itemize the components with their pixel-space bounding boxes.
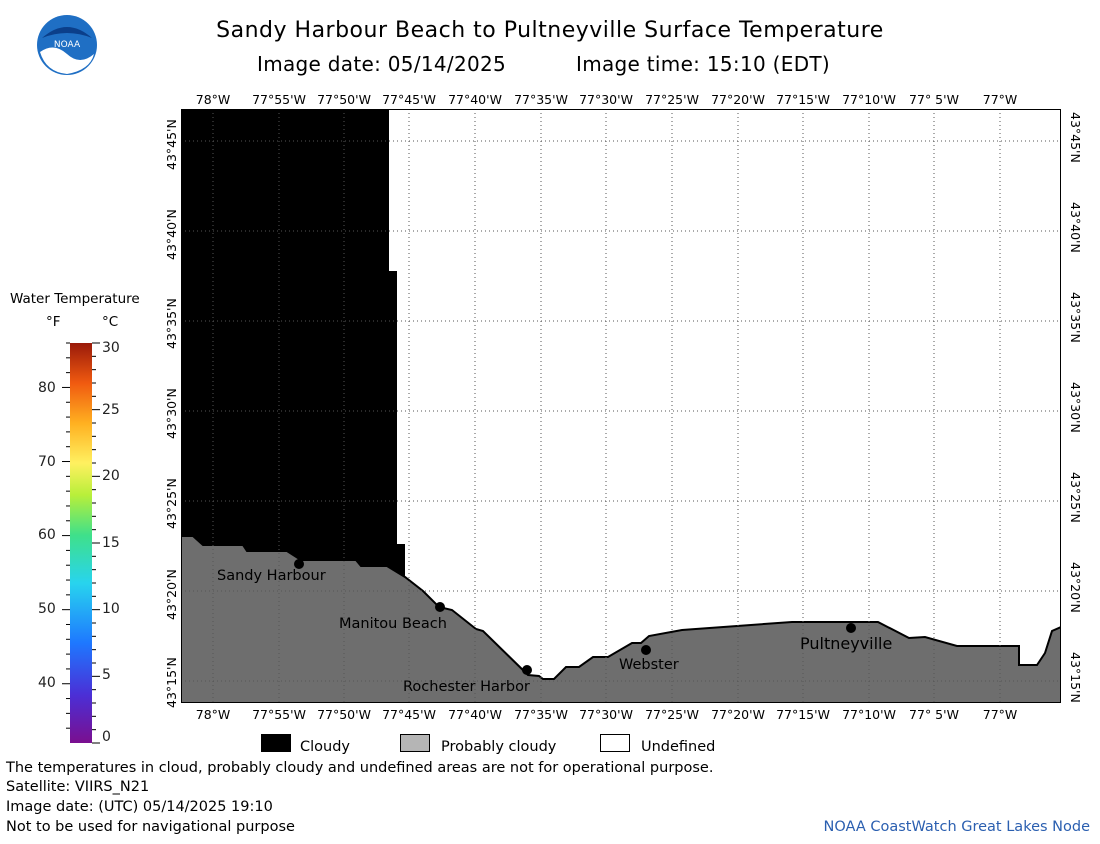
lat-label: 43°30'N [164,388,179,439]
place-manitou-beach: Manitou Beach [339,616,447,632]
lat-label: 43°45'N [1068,112,1083,163]
lat-label: 43°15'N [1068,652,1083,703]
lon-label: 77°45'W [382,707,436,722]
lon-label: 77°35'W [514,707,568,722]
page-title: Sandy Harbour Beach to Pultneyville Surf… [216,18,884,43]
lon-label: 77° 5'W [909,707,959,722]
lon-label: 77°50'W [317,707,371,722]
unit-celsius: °C [102,314,119,330]
lon-label: 77°15'W [776,707,830,722]
lon-label: 77°20'W [711,707,765,722]
lon-label: 77°40'W [448,707,502,722]
lat-label: 43°20'N [1068,562,1083,613]
lat-label: 43°40'N [164,209,179,260]
lat-label: 43°25'N [1068,472,1083,523]
city-marker [435,602,445,612]
temperature-map [181,109,1061,703]
c-tick: 15 [102,535,120,551]
lon-label: 77°40'W [448,92,502,107]
lon-label: 77°35'W [514,92,568,107]
probably-cloudy-swatch [400,734,430,752]
c-tick: 25 [102,402,120,418]
c-tick: 30 [102,340,120,356]
disclaimer-text: The temperatures in cloud, probably clou… [6,760,714,776]
lon-label: 77°30'W [579,707,633,722]
undefined-swatch [600,734,630,752]
probably-cloudy-label: Probably cloudy [441,739,557,755]
c-tick: 5 [102,667,111,683]
lat-label: 43°20'N [164,569,179,620]
legend-title: Water Temperature [10,291,140,307]
land-area [181,536,1061,703]
cloud-area [181,109,405,577]
city-marker [522,665,532,675]
undefined-label: Undefined [641,739,716,755]
lon-label: 77°10'W [842,92,896,107]
f-tick: 40 [38,675,56,691]
lon-label: 78°W [195,92,231,107]
noaa-logo: NOAA [37,15,97,75]
credit-link[interactable]: NOAA CoastWatch Great Lakes Node [823,819,1090,835]
place-rochester-harbor: Rochester Harbor [403,679,530,695]
lon-label: 77°30'W [579,92,633,107]
cloudy-label: Cloudy [300,739,350,755]
lon-label: 77°25'W [645,92,699,107]
utc-date-text: Image date: (UTC) 05/14/2025 19:10 [6,799,273,815]
lon-label: 77°55'W [252,707,306,722]
navigation-warning: Not to be used for navigational purpose [6,819,295,835]
lat-label: 43°45'N [164,119,179,170]
lat-label: 43°30'N [1068,382,1083,433]
image-date: Image date: 05/14/2025 [257,52,507,76]
lat-label: 43°35'N [164,298,179,349]
lon-label: 77°55'W [252,92,306,107]
f-tick: 80 [38,380,56,396]
lon-label: 77°W [982,92,1018,107]
lon-label: 77°20'W [711,92,765,107]
color-bar [62,342,100,744]
lon-label: 77°15'W [776,92,830,107]
c-tick: 20 [102,468,120,484]
lon-label: 77°45'W [382,92,436,107]
place-sandy-harbour: Sandy Harbour [217,568,326,584]
lat-label: 43°40'N [1068,202,1083,253]
image-time: Image time: 15:10 (EDT) [576,52,831,76]
city-marker [846,623,856,633]
lon-label: 77°W [982,707,1018,722]
lat-label: 43°25'N [164,478,179,529]
lon-label: 77°25'W [645,707,699,722]
c-tick: 10 [102,601,120,617]
city-marker [641,645,651,655]
svg-text:NOAA: NOAA [54,40,81,50]
f-tick: 50 [38,601,56,617]
lon-label: 77°10'W [842,707,896,722]
f-tick: 60 [38,527,56,543]
lon-label: 77° 5'W [909,92,959,107]
satellite-text: Satellite: VIIRS_N21 [6,779,150,795]
lat-label: 43°35'N [1068,292,1083,343]
unit-fahrenheit: °F [46,314,61,330]
place-webster: Webster [619,657,679,673]
lat-label: 43°15'N [164,657,179,708]
c-tick: 0 [102,729,111,745]
f-tick: 70 [38,454,56,470]
lon-label: 78°W [195,707,231,722]
place-pultneyville: Pultneyville [800,634,893,653]
cloudy-swatch [261,734,291,752]
city-marker [294,559,304,569]
lon-label: 77°50'W [317,92,371,107]
